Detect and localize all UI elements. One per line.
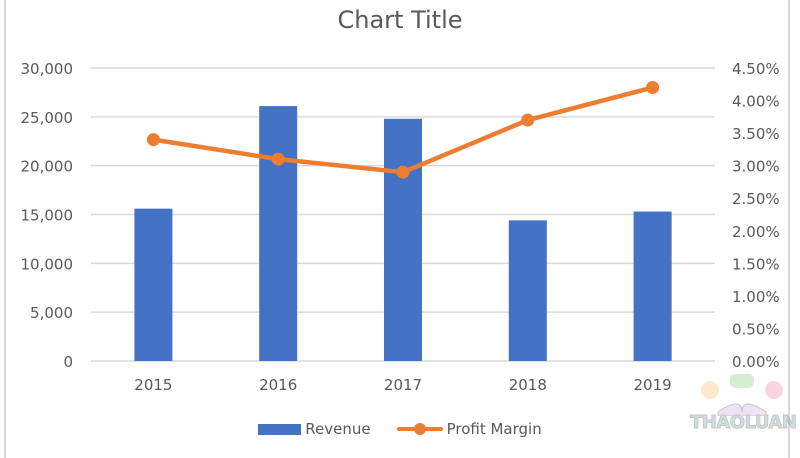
right-axis-tick-label: 3.50% <box>732 125 780 143</box>
revenue-bar[interactable] <box>259 106 298 361</box>
right-axis-tick-label: 1.50% <box>732 255 780 273</box>
profit-margin-line <box>146 81 660 179</box>
chart-title: Chart Title <box>337 6 463 34</box>
chart-frame <box>4 0 790 458</box>
book-chat-icon <box>701 374 783 417</box>
x-axis-label: 2018 <box>509 376 547 394</box>
left-axis-ticks: 0 5,000 10,000 15,000 20,000 25,000 30,000 <box>21 60 74 371</box>
x-axis-label: 2015 <box>134 376 172 394</box>
left-axis-tick-label: 25,000 <box>21 109 74 127</box>
left-axis-tick-label: 15,000 <box>21 207 74 225</box>
left-axis-tick-label: 10,000 <box>21 255 74 273</box>
bar-swatch-icon <box>258 423 302 435</box>
line-marker-swatch-icon <box>396 422 443 436</box>
watermark-logo: THAOLUAN <box>688 372 798 446</box>
legend-label: Revenue <box>305 420 371 438</box>
profit-margin-marker[interactable] <box>521 113 535 127</box>
right-axis-tick-label: 0.00% <box>732 353 780 371</box>
x-axis-label: 2019 <box>634 376 672 394</box>
profit-margin-marker[interactable] <box>271 152 285 166</box>
left-axis-tick-label: 30,000 <box>21 60 74 78</box>
right-axis-tick-label: 1.00% <box>732 288 780 306</box>
right-axis-tick-label: 0.50% <box>732 320 780 338</box>
revenue-bar[interactable] <box>384 118 422 361</box>
profit-margin-marker[interactable] <box>646 81 660 95</box>
revenue-bar[interactable] <box>508 220 547 361</box>
profit-margin-marker[interactable] <box>396 165 410 179</box>
right-axis-ticks: 0.00% 0.50% 1.00% 1.50% 2.00% 2.50% 3.00% 3.50%… <box>732 60 780 371</box>
revenue-bar[interactable] <box>134 208 173 361</box>
right-axis-tick-label: 2.50% <box>732 190 780 208</box>
right-axis-tick-label: 3.00% <box>732 158 780 176</box>
x-axis-label: 2016 <box>259 376 297 394</box>
profit-margin-marker[interactable] <box>146 133 160 147</box>
x-axis-labels: 2015 2016 2017 2018 2019 <box>134 376 671 394</box>
right-axis-tick-label: 4.50% <box>732 60 780 78</box>
legend-item-profit-margin[interactable]: Profit Margin <box>396 420 542 438</box>
left-axis-tick-label: 20,000 <box>21 158 74 176</box>
right-axis-tick-label: 2.00% <box>732 223 780 241</box>
revenue-bars <box>134 106 672 361</box>
legend-item-revenue[interactable]: Revenue <box>258 420 371 438</box>
left-axis-tick-label: 5,000 <box>30 304 73 322</box>
legend-label: Profit Margin <box>446 420 542 438</box>
right-axis-tick-label: 4.00% <box>732 93 780 111</box>
left-axis-tick-label: 0 <box>63 353 73 371</box>
watermark-text: THAOLUAN <box>690 412 798 434</box>
legend: Revenue Profit Margin <box>0 420 800 438</box>
revenue-bar[interactable] <box>633 211 672 361</box>
x-axis-label: 2017 <box>384 376 422 394</box>
